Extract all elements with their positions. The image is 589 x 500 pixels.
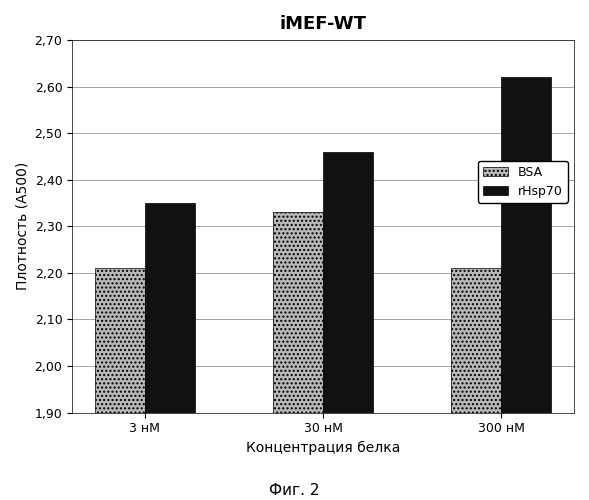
Text: Фиг. 2: Фиг. 2 [269,483,320,498]
Bar [95,268,145,500]
Y-axis label: Плотность (A500): Плотность (A500) [15,162,29,290]
X-axis label: Концентрация белка: Концентрация белка [246,441,401,455]
Bar [323,152,373,500]
Bar [273,212,323,500]
Bar [451,268,501,500]
Legend: BSA, rHsp70: BSA, rHsp70 [478,160,568,203]
Bar [501,78,551,500]
Bar [145,203,195,500]
Title: iMEF-WT: iMEF-WT [280,15,366,33]
